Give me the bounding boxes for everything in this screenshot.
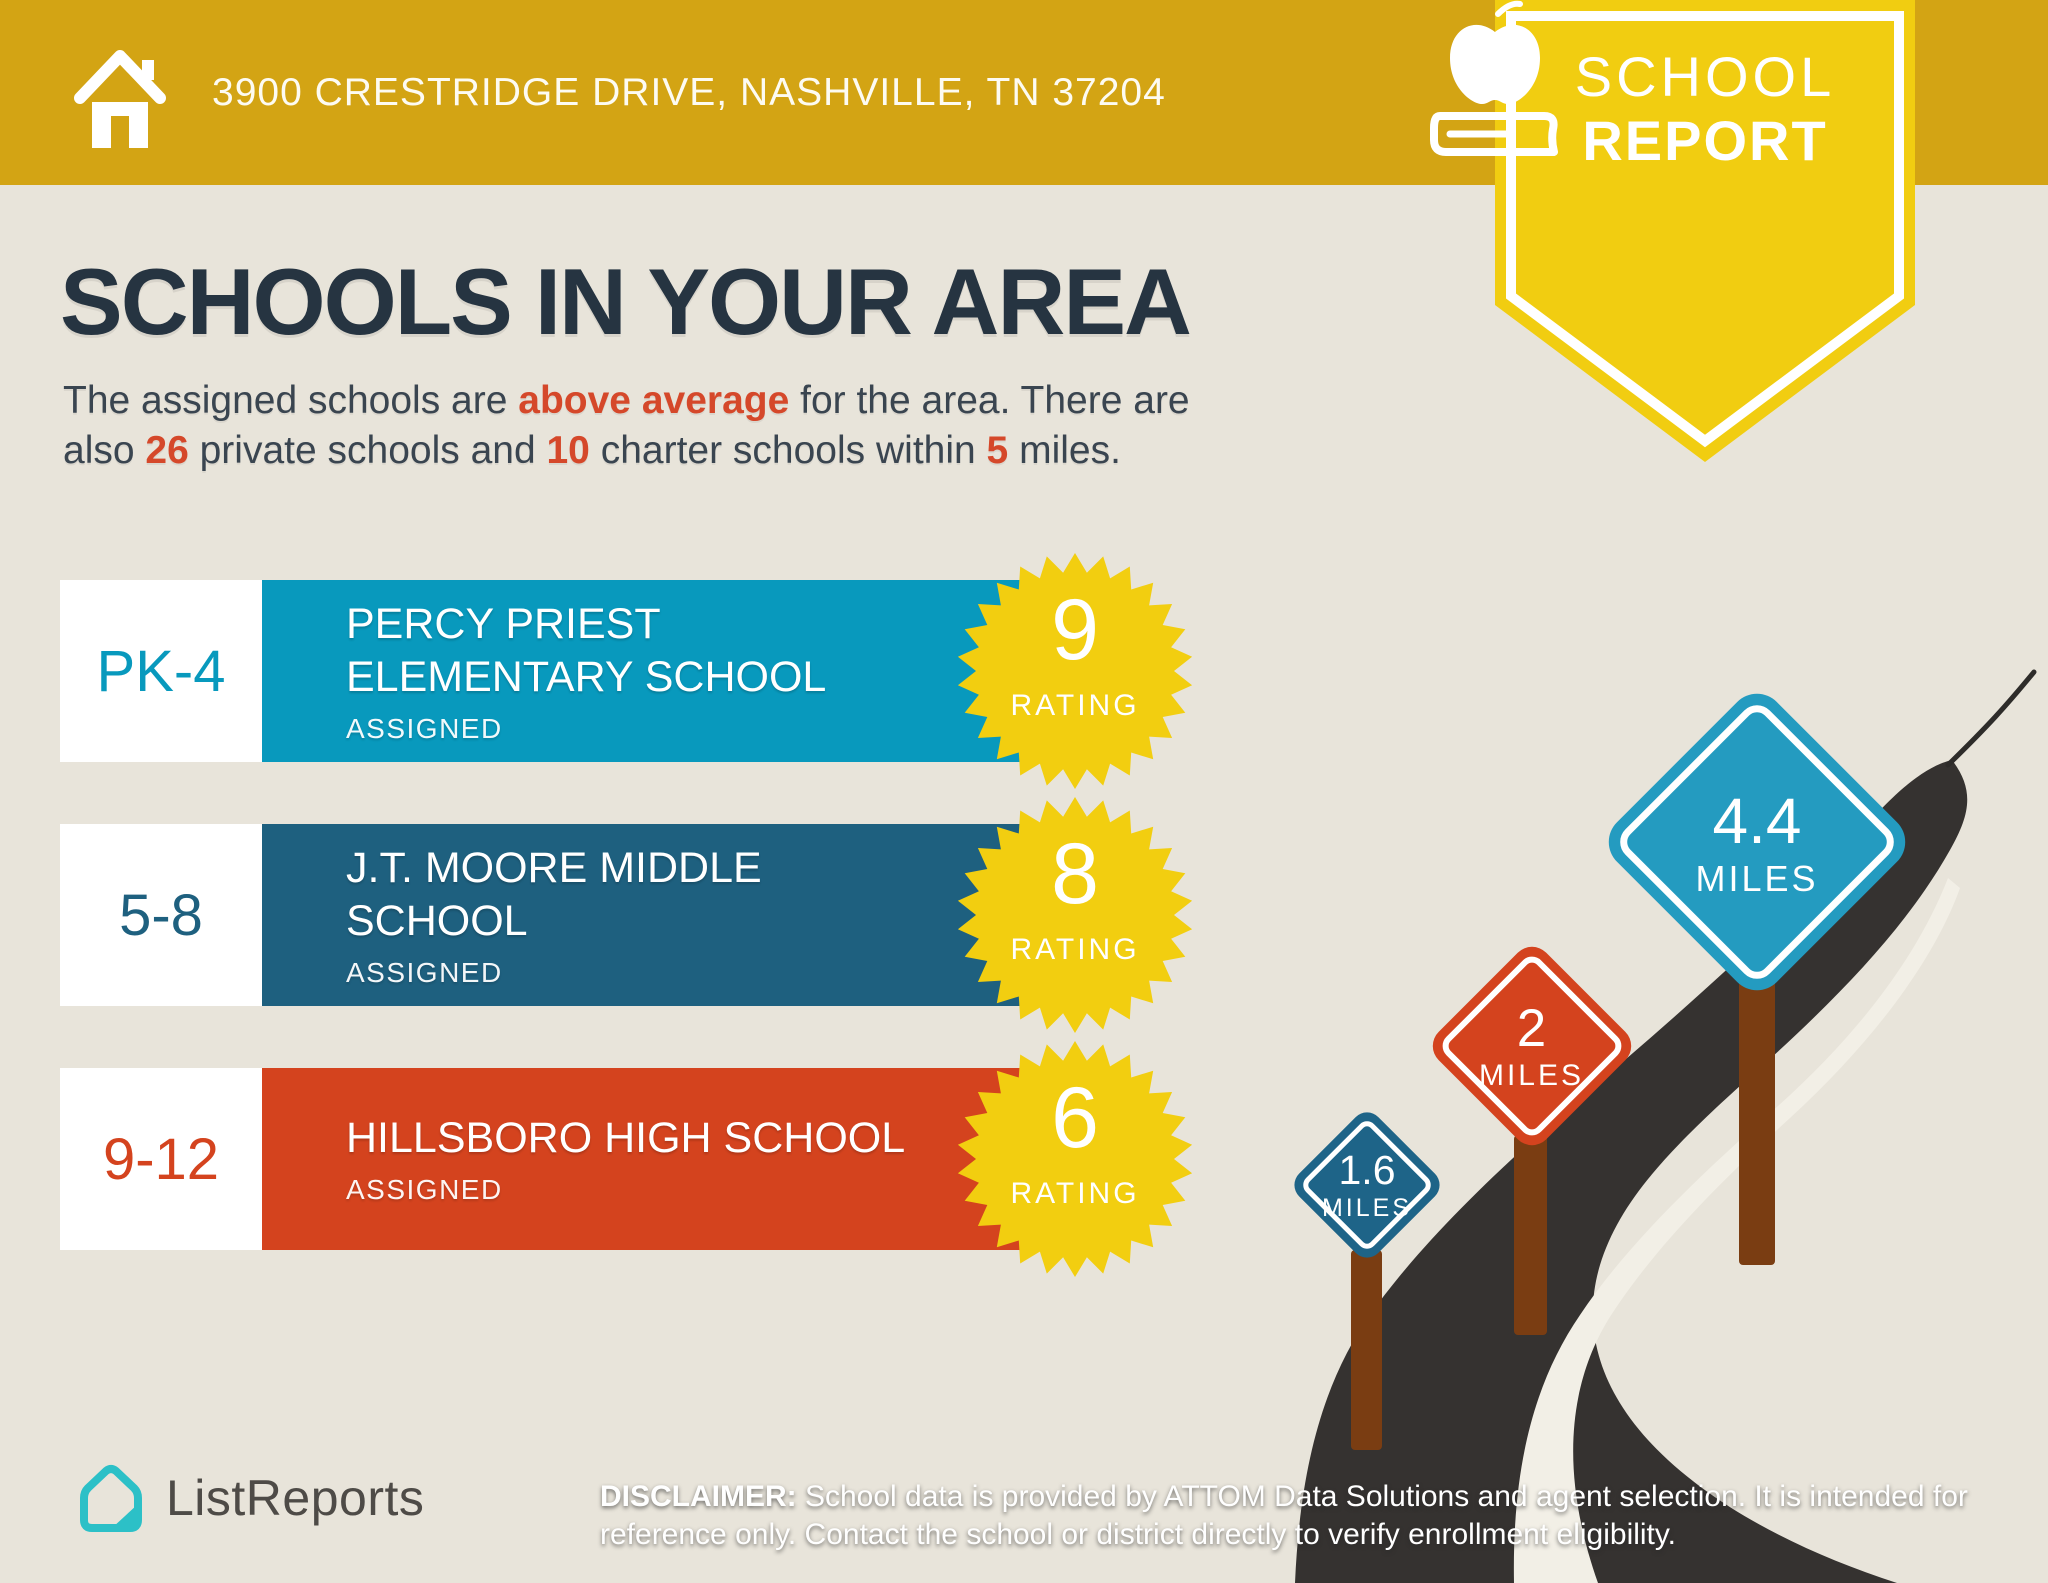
highlight-above-average: above average [518,379,790,422]
grade-range-label: 9-12 [102,1126,220,1192]
sign-distance-unit: MILES [1321,1194,1413,1222]
school-name: J.T. MOORE MIDDLE SCHOOL [346,843,762,945]
highlight-charter-count: 10 [546,429,590,472]
rating-starburst: 8 RATING [955,795,1195,1035]
sign-distance-value: 2 [1516,999,1547,1058]
grade-box: 9-12 [60,1068,262,1250]
intro-line-2: also 26 private schools and 10 charter s… [63,429,1121,472]
school-row-middle: 5-8 J.T. MOORE MIDDLE SCHOOL ASSIGNED 8 … [60,797,1200,1033]
listreports-house-icon [80,1465,142,1532]
grade-box: PK-4 [60,580,262,762]
badge-title-line2: REPORT [1582,109,1828,172]
starburst-icon [957,1041,1193,1277]
disclaimer-label: DISCLAIMER: [600,1480,797,1513]
sign-post [1739,980,1775,1265]
assigned-label: ASSIGNED [346,1174,503,1205]
badge-title-line1: SCHOOL [1574,45,1836,108]
school-name: HILLSBORO HIGH SCHOOL [346,1114,906,1162]
starburst-icon [957,797,1193,1033]
rating-label: RATING [1010,933,1140,966]
rating-starburst: 9 RATING [955,551,1195,791]
school-row-elementary: PK-4 PERCY PRIEST ELEMENTARY SCHOOL ASSI… [60,553,1200,789]
rating-label: RATING [1010,689,1140,722]
rating-value: 9 [1051,582,1099,678]
starburst-icon [957,553,1193,789]
badge-shape [1495,0,1915,462]
school-bar: HILLSBORO HIGH SCHOOL ASSIGNED [262,1068,1085,1250]
distance-sign-1-6-miles: 1.6 MILES [1287,1105,1447,1265]
assigned-label: ASSIGNED [346,712,503,744]
distance-sign-4-4-miles: 4.4 MILES [1597,682,1917,1002]
grade-range-label: 5-8 [119,882,203,948]
rating-label: RATING [1010,1177,1140,1210]
assigned-label: ASSIGNED [346,956,503,988]
disclaimer-text: School data is provided by ATTOM Data So… [600,1480,1968,1551]
intro-paragraph: The assigned schools are above average f… [63,376,1190,476]
highlight-radius-miles: 5 [986,429,1009,472]
sign-post [1514,1135,1547,1335]
page-title: SCHOOLS IN YOUR AREA [60,249,1192,354]
home-icon [74,50,166,148]
highlight-private-count: 26 [145,429,189,472]
school-bar: J.T. MOORE MIDDLE SCHOOL ASSIGNED [262,824,1085,1006]
disclaimer: DISCLAIMER: School data is provided by A… [600,1478,2020,1554]
grade-box: 5-8 [60,824,262,1006]
property-address: 3900 CRESTRIDGE DRIVE, NASHVILLE, TN 372… [212,70,1166,114]
road-body [1295,760,1968,1583]
road-horizon-line [1945,669,2037,768]
intro-line-1: The assigned schools are above average f… [63,379,1190,422]
road-lane-line [1513,878,1960,1583]
grade-range-label: PK-4 [96,638,226,704]
apple-on-book-icon [1430,0,1558,156]
rating-starburst: 6 RATING [955,1039,1195,1279]
school-report-badge: SCHOOL REPORT [1430,0,1915,470]
distance-sign-2-miles: 2 MILES [1424,938,1639,1153]
sign-post [1351,1250,1382,1450]
rating-value: 8 [1051,826,1099,922]
school-name: PERCY PRIEST ELEMENTARY SCHOOL [346,599,827,701]
sign-distance-value: 4.4 [1712,785,1802,857]
school-row-high: 9-12 HILLSBORO HIGH SCHOOL ASSIGNED 6 RA… [60,1041,1200,1277]
sign-distance-unit: MILES [1478,1059,1585,1092]
rating-value: 6 [1051,1070,1099,1166]
listreports-logo: ListReports [78,1462,424,1534]
brand-name: ListReports [166,1470,425,1526]
school-bar: PERCY PRIEST ELEMENTARY SCHOOL ASSIGNED [262,580,1085,762]
sign-distance-value: 1.6 [1338,1147,1396,1193]
sign-distance-unit: MILES [1695,858,1819,899]
